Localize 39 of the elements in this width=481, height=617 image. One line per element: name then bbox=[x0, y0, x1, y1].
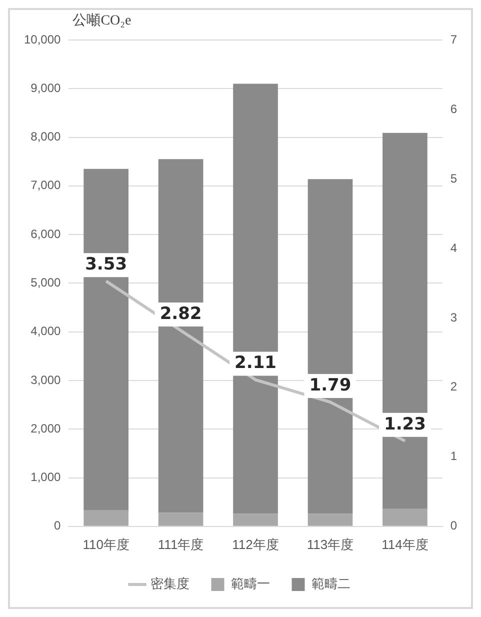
legend-label: 範疇二 bbox=[311, 576, 350, 592]
bar bbox=[308, 514, 353, 526]
y-tick-label: 8,000 bbox=[30, 130, 62, 144]
x-tick-label: 110年度 bbox=[82, 536, 130, 552]
y-tick-label: 0 bbox=[54, 518, 62, 533]
y2-tick-label: 5 bbox=[450, 171, 458, 186]
y-tick-label: 10,000 bbox=[24, 32, 62, 46]
bar bbox=[84, 168, 128, 510]
data-label: 3.53 bbox=[85, 254, 128, 275]
y-tick-label: 9,000 bbox=[30, 80, 62, 95]
y-tick-label: 5,000 bbox=[30, 276, 62, 290]
y-tick-label: 4,000 bbox=[30, 324, 62, 338]
y2-tick-label: 4 bbox=[450, 240, 458, 255]
y2-tick-label: 7 bbox=[450, 32, 458, 46]
y-tick-label: 6,000 bbox=[30, 226, 62, 241]
bar bbox=[84, 510, 128, 526]
y2-tick-label: 1 bbox=[450, 449, 458, 464]
y2-tick-label: 2 bbox=[450, 380, 458, 394]
data-label: 1.79 bbox=[309, 375, 352, 396]
y2-tick-label: 6 bbox=[450, 102, 458, 116]
data-label: 1.23 bbox=[384, 414, 426, 434]
x-tick-label: 111年度 bbox=[158, 536, 204, 552]
y2-tick-label: 0 bbox=[450, 518, 458, 533]
bar bbox=[158, 512, 204, 526]
y-axis-title: 公噸CO₂e bbox=[72, 12, 132, 29]
bar bbox=[382, 508, 428, 526]
data-label: 2.82 bbox=[160, 304, 202, 324]
y-tick-label: 1,000 bbox=[30, 470, 62, 484]
y-tick-label: 7,000 bbox=[30, 178, 62, 192]
data-label: 2.11 bbox=[234, 353, 276, 374]
y-tick-label: 3,000 bbox=[30, 372, 62, 387]
x-tick-label: 112年度 bbox=[232, 536, 279, 552]
y2-tick-label: 3 bbox=[450, 310, 458, 324]
x-tick-label: 113年度 bbox=[306, 536, 354, 552]
y-tick-label: 2,000 bbox=[30, 421, 62, 436]
bar bbox=[233, 514, 278, 526]
legend-label: 範疇一 bbox=[230, 576, 270, 592]
x-tick-label: 114年度 bbox=[382, 536, 428, 552]
legend-label: 密集度 bbox=[150, 576, 190, 592]
